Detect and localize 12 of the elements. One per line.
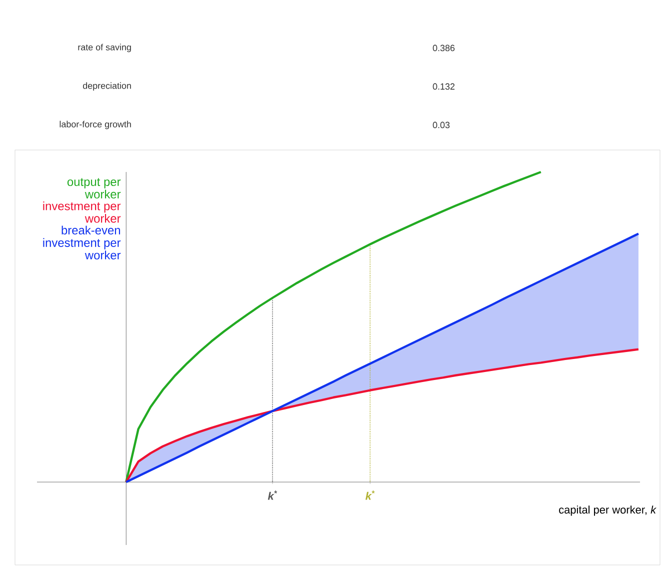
x-tick-label: k$^{*}$ (366, 490, 375, 500)
text: labor-force growth (60, 120, 131, 130)
text: 0.03 (432, 122, 450, 128)
text: 0.386 (432, 44, 455, 52)
text: rate of saving (78, 44, 131, 52)
text: depreciation (83, 82, 131, 91)
x-tick-label: k$^{*}$ (268, 490, 278, 500)
text: output per worker (67, 178, 121, 198)
text: investment per worker (43, 201, 121, 223)
x-axis-title: capital per worker, k (559, 506, 656, 516)
text: break-even investment per worker (43, 226, 121, 260)
text: 0.132 (432, 83, 455, 90)
